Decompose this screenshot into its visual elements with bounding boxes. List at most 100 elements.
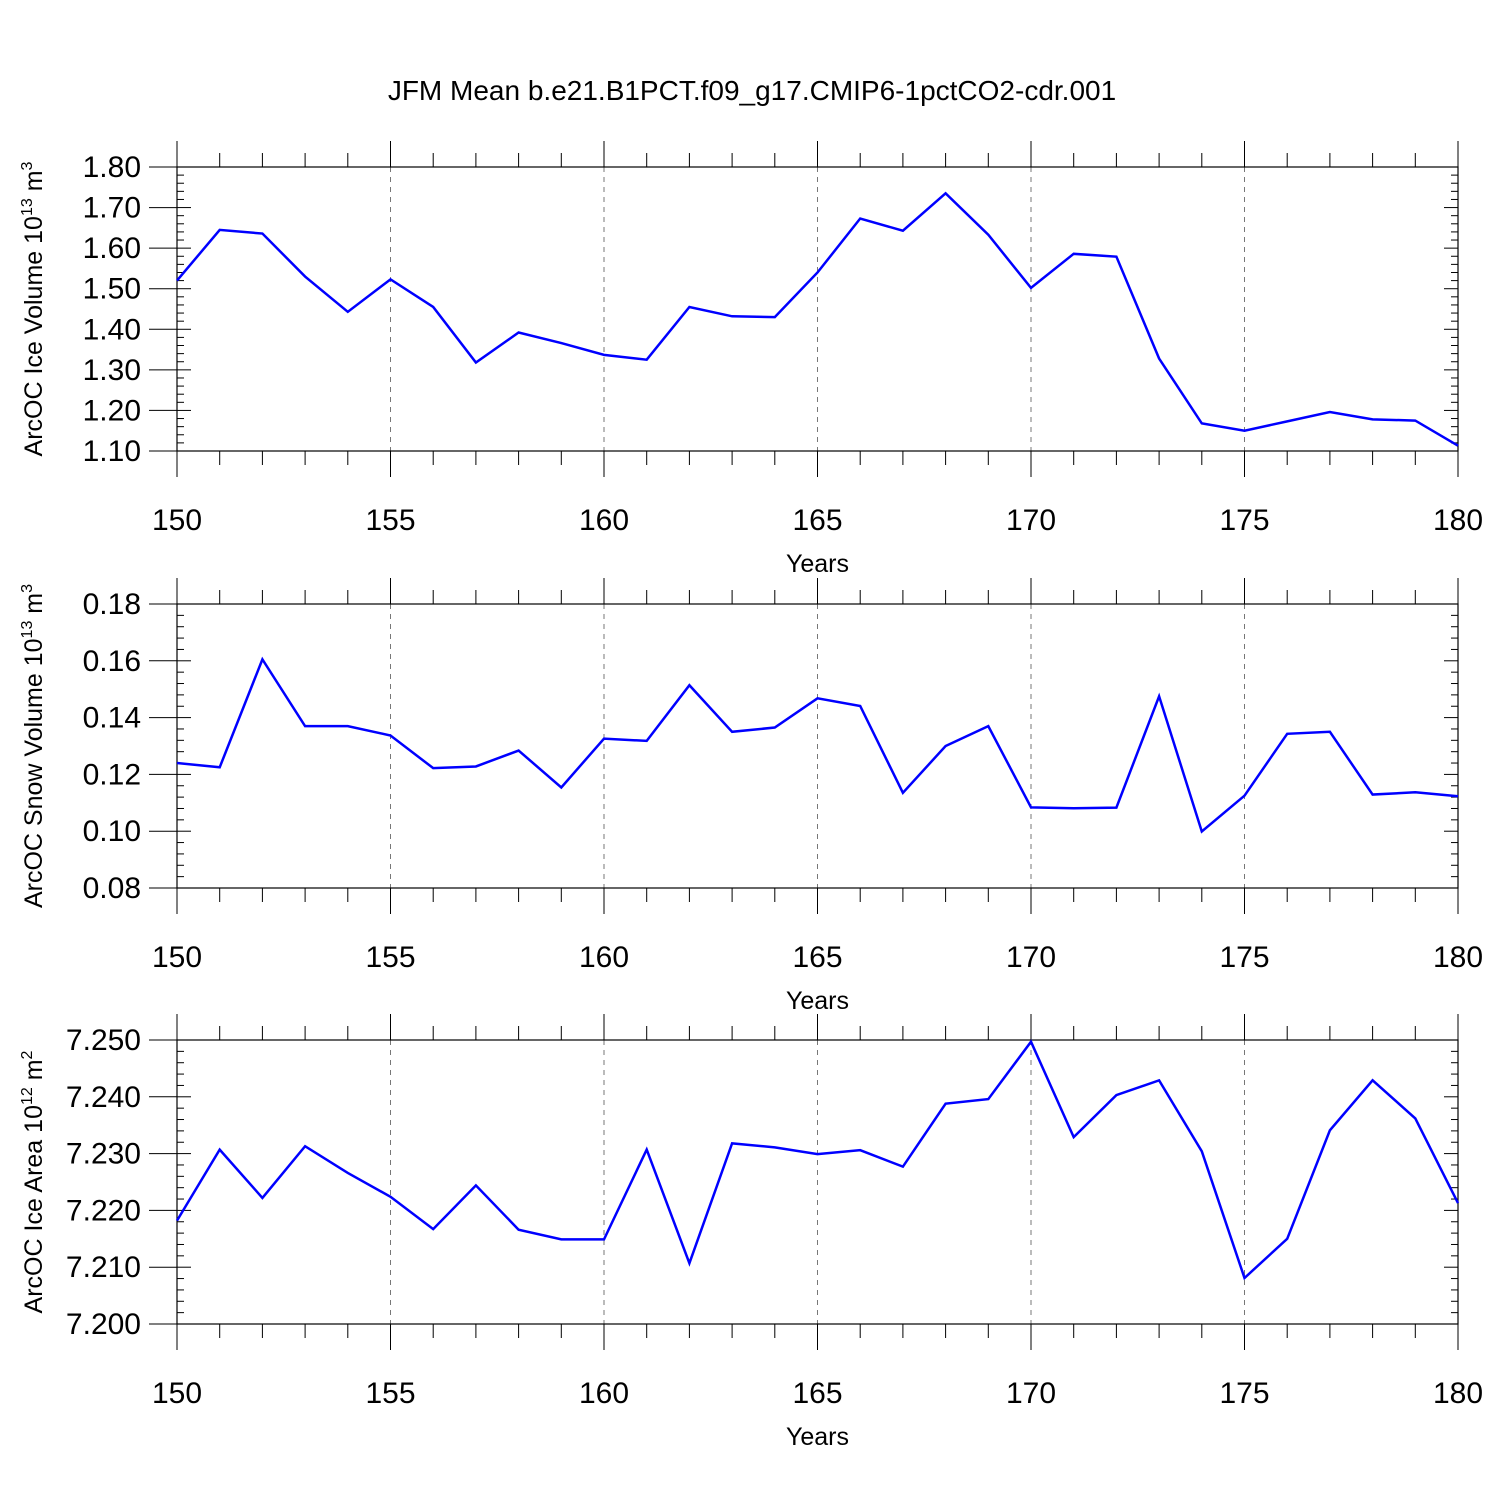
- x-tick-label: 160: [579, 504, 629, 537]
- data-point: [517, 749, 521, 753]
- plot-frame: [176, 166, 1459, 452]
- data-point: [218, 228, 222, 232]
- data-point: [1029, 805, 1033, 809]
- data-point: [858, 704, 862, 708]
- y-tick-label: 0.08: [83, 872, 141, 905]
- data-point: [687, 683, 691, 687]
- data-point: [986, 724, 990, 728]
- y-axis-label-text: ArcOC Ice Volume 10: [20, 216, 48, 456]
- y-axis-label-exponent: 12: [19, 1087, 36, 1105]
- data-point: [730, 314, 734, 318]
- series-line: [176, 191, 1459, 447]
- data-point: [602, 1237, 606, 1241]
- x-tick-label: 180: [1433, 504, 1483, 537]
- data-point: [1243, 794, 1247, 798]
- data-point: [1456, 1201, 1460, 1205]
- y-tick-label: 0.16: [83, 645, 141, 678]
- data-point: [346, 724, 350, 728]
- y-axis-label-text: ArcOC Ice Area 10: [20, 1105, 48, 1313]
- data-point: [1371, 1078, 1375, 1082]
- data-point: [1072, 806, 1076, 810]
- data-point: [944, 191, 948, 195]
- data-point: [645, 1148, 649, 1152]
- data-point: [901, 1165, 905, 1169]
- y-axis-label: ArcOC Ice Area 1012 m2: [19, 1050, 48, 1313]
- y-axis-label-unit-exponent: 3: [19, 161, 36, 170]
- data-point: [1456, 794, 1460, 798]
- data-point: [645, 739, 649, 743]
- data-point: [858, 217, 862, 221]
- data-point: [1072, 1135, 1076, 1139]
- y-axis-label-unit: m: [20, 170, 48, 198]
- y-axis-label-unit: m: [20, 593, 48, 621]
- data-point: [1413, 790, 1417, 794]
- y-axis-label: ArcOC Snow Volume 1013 m3: [19, 584, 48, 908]
- x-axis-label: Years: [786, 550, 849, 578]
- y-tick-label: 7.220: [66, 1194, 141, 1227]
- data-point: [1200, 829, 1204, 833]
- data-point: [559, 785, 563, 789]
- panel-3: 7.200 7.210 7.220 7.230 7.240 7.250 150 155 160 1…: [19, 1014, 1483, 1451]
- data-point: [816, 696, 820, 700]
- data-point: [1072, 252, 1076, 256]
- data-point: [517, 331, 521, 335]
- y-tick-label: 1.60: [83, 232, 141, 265]
- y-tick-label: 1.30: [83, 354, 141, 387]
- data-point: [474, 361, 478, 365]
- x-tick-label: 170: [1006, 941, 1056, 974]
- y-axis-label-exponent: 13: [19, 621, 36, 639]
- data-point: [1243, 1276, 1247, 1280]
- data-point: [218, 765, 222, 769]
- y-axis-label-unit-exponent: 2: [19, 1050, 36, 1059]
- x-tick-label: 170: [1006, 1377, 1056, 1410]
- data-point: [1328, 410, 1332, 414]
- y-tick-label: 1.80: [83, 151, 141, 184]
- x-tick-label: 165: [792, 1377, 842, 1410]
- data-point: [517, 1228, 521, 1232]
- x-tick-label: 155: [365, 1377, 415, 1410]
- y-tick-label: 7.230: [66, 1138, 141, 1171]
- data-point: [1157, 1078, 1161, 1082]
- y-tick-label: 1.70: [83, 192, 141, 225]
- y-tick-label: 0.14: [83, 702, 141, 735]
- data-point: [1029, 1040, 1033, 1044]
- data-point: [773, 1145, 777, 1149]
- data-point: [901, 791, 905, 795]
- data-point: [1114, 1093, 1118, 1097]
- data-point: [1243, 429, 1247, 433]
- x-tick-label: 150: [152, 941, 202, 974]
- data-point: [901, 229, 905, 233]
- data-point: [1371, 417, 1375, 421]
- y-axis-label-unit-exponent: 3: [19, 584, 36, 593]
- data-point: [474, 764, 478, 768]
- data-point: [816, 270, 820, 274]
- data-point: [1157, 356, 1161, 360]
- data-point: [175, 1219, 179, 1223]
- data-point: [303, 724, 307, 728]
- data-point: [346, 310, 350, 314]
- y-tick-label: 7.210: [66, 1251, 141, 1284]
- y-tick-label: 1.50: [83, 273, 141, 306]
- data-point: [645, 358, 649, 362]
- y-tick-label: 0.10: [83, 815, 141, 848]
- data-point: [816, 1152, 820, 1156]
- data-point: [389, 1195, 393, 1199]
- data-point: [431, 305, 435, 309]
- data-point: [986, 1097, 990, 1101]
- y-axis-label-exponent: 13: [19, 198, 36, 216]
- panel-1: 1.10 1.20 1.30 1.40 1.50 1.60 1.70 1.80 150 155 16…: [19, 141, 1483, 578]
- y-axis-label-unit: m: [20, 1059, 48, 1087]
- data-point: [1114, 255, 1118, 259]
- data-point: [687, 305, 691, 309]
- data-point: [1328, 730, 1332, 734]
- data-point: [1200, 421, 1204, 425]
- y-tick-label: 7.200: [66, 1308, 141, 1341]
- x-tick-label: 155: [365, 504, 415, 537]
- data-point: [1413, 419, 1417, 423]
- x-tick-label: 175: [1219, 504, 1269, 537]
- data-point: [389, 277, 393, 281]
- data-point: [944, 1102, 948, 1106]
- y-tick-label: 1.10: [83, 435, 141, 468]
- y-tick-label: 7.250: [66, 1024, 141, 1057]
- data-point: [1285, 732, 1289, 736]
